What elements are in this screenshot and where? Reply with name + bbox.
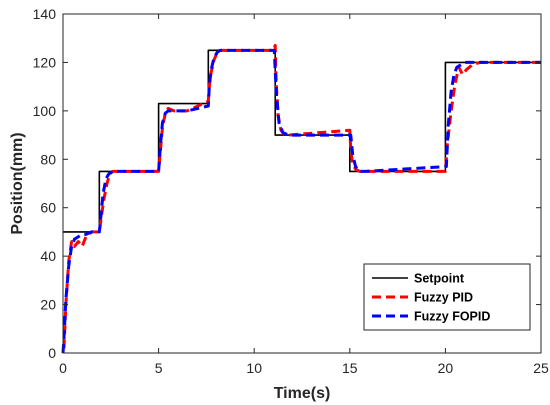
legend-label: Fuzzy FOPID: [414, 310, 490, 324]
series-line-fuzzy-fopid: [61, 48, 541, 354]
plot-frame: [62, 13, 542, 354]
tick-layer: 0 5 10 15 20 25 0 20 40 60 80 100 120 140: [33, 6, 549, 376]
series-layer: [61, 43, 541, 354]
y-tick-label: 20: [40, 297, 56, 313]
x-tick-label: 0: [59, 360, 67, 376]
x-tick-label: 25: [533, 360, 549, 376]
y-tick-label: 120: [33, 54, 57, 70]
legend-label: Setpoint: [414, 272, 465, 286]
x-tick-label: 20: [438, 360, 454, 376]
y-tick-label: 40: [40, 248, 56, 264]
y-tick-label: 80: [40, 151, 56, 167]
y-tick-label: 100: [33, 103, 57, 119]
x-axis-title: Time(s): [274, 385, 331, 402]
legend-label: Fuzzy PID: [414, 291, 473, 305]
x-tick-label: 15: [342, 360, 358, 376]
y-tick-label: 140: [33, 6, 57, 22]
legend: Setpoint Fuzzy PID Fuzzy FOPID: [363, 263, 531, 331]
y-tick-label: 60: [40, 200, 56, 216]
series-line-fuzzy-pid: [62, 43, 541, 349]
x-tick-label: 10: [246, 360, 262, 376]
y-tick-label: 0: [48, 345, 56, 361]
y-axis-title: Position(mm): [9, 132, 26, 234]
x-tick-label: 5: [155, 360, 163, 376]
